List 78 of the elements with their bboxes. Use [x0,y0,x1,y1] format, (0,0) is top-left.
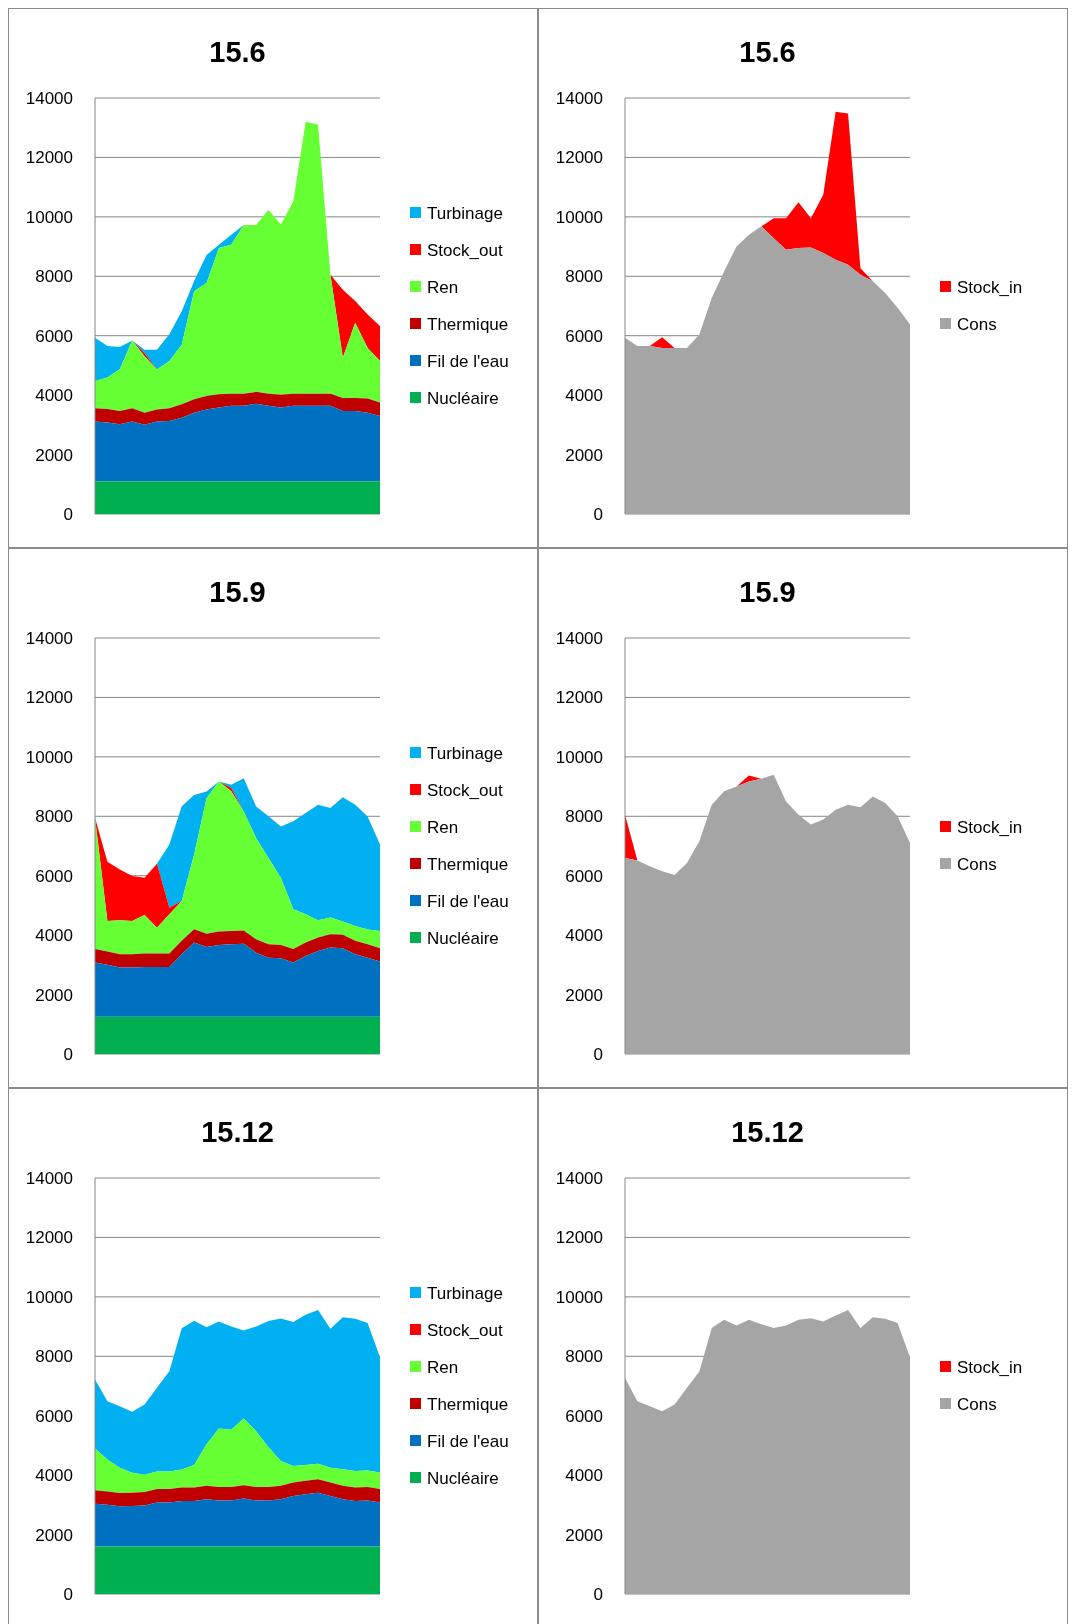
legend-label: Fil de l'eau [427,891,509,911]
y-tick-label: 8000 [35,807,73,827]
legend-label: Fil de l'eau [427,1431,509,1451]
y-tick-label: 4000 [35,926,73,946]
legend-label: Thermique [427,854,509,874]
y-tick-label: 12000 [25,688,73,708]
y-tick-label: 14000 [555,628,603,648]
y-tick-label: 12000 [25,1228,73,1248]
y-tick-label: 2000 [565,445,603,465]
y-tick-label: 0 [63,504,73,524]
y-tick-label: 4000 [35,1466,73,1486]
legend-label: Stock_out [427,780,503,800]
y-tick-label: 10000 [25,207,73,227]
legend-label: Thermique [427,1394,509,1414]
y-tick-label: 0 [593,504,603,524]
y-tick-label: 14000 [25,628,73,648]
legend-label: Stock_out [427,240,503,260]
chart-title: 15.9 [209,576,266,608]
y-tick-label: 8000 [565,807,603,827]
y-tick-label: 2000 [565,985,603,1005]
y-tick-label: 0 [63,1584,73,1604]
chart-title: 15.6 [739,36,796,68]
y-tick-label: 4000 [565,926,603,946]
legend-label: Thermique [427,314,509,334]
y-tick-label: 10000 [555,1287,603,1307]
y-tick-label: 6000 [565,866,603,886]
y-tick-label: 10000 [555,747,603,767]
y-tick-label: 0 [593,1584,603,1604]
y-tick-label: 8000 [35,267,73,287]
y-tick-label: 12000 [555,1228,603,1248]
legend-label: Nucléaire [427,388,499,408]
y-tick-label: 6000 [565,326,603,346]
y-tick-label: 6000 [35,1406,73,1426]
y-tick-label: 2000 [35,445,73,465]
legend-label: Stock_in [957,817,1023,837]
chart-title: 15.12 [201,1116,274,1148]
legend-label: Stock_in [957,1357,1023,1377]
legend-label: Cons [957,1394,997,1414]
y-tick-label: 6000 [565,1406,603,1426]
legend-label: Ren [427,1357,459,1377]
y-tick-label: 14000 [25,1168,73,1188]
y-tick-label: 8000 [565,267,603,287]
chart-title: 15.9 [739,576,796,608]
y-tick-label: 14000 [25,88,73,108]
y-tick-label: 8000 [565,1347,603,1367]
y-tick-label: 12000 [555,148,603,168]
y-tick-label: 8000 [35,1347,73,1367]
y-tick-label: 10000 [25,1287,73,1307]
y-tick-label: 0 [63,1044,73,1064]
y-tick-label: 12000 [555,688,603,708]
legend-label: Cons [957,854,997,874]
chart-title: 15.12 [731,1116,804,1148]
legend-label: Ren [427,817,459,837]
y-tick-label: 4000 [565,1466,603,1486]
legend-label: Turbinage [427,1283,503,1303]
y-tick-label: 6000 [35,866,73,886]
legend-label: Stock_in [957,277,1023,297]
y-tick-label: 0 [593,1044,603,1064]
legend-label: Nucléaire [427,1468,499,1488]
legend-label: Ren [427,277,459,297]
y-tick-label: 10000 [555,207,603,227]
legend-label: Turbinage [427,743,503,763]
y-tick-label: 4000 [565,386,603,406]
y-tick-label: 4000 [35,386,73,406]
y-tick-label: 10000 [25,747,73,767]
y-tick-label: 14000 [555,88,603,108]
legend-label: Stock_out [427,1320,503,1340]
chart-title: 15.6 [209,36,266,68]
legend-label: Turbinage [427,203,503,223]
y-tick-label: 2000 [35,1525,73,1545]
y-tick-label: 12000 [25,148,73,168]
legend-label: Nucléaire [427,928,499,948]
y-tick-label: 2000 [35,985,73,1005]
y-tick-label: 6000 [35,326,73,346]
legend-label: Fil de l'eau [427,351,509,371]
y-tick-label: 2000 [565,1525,603,1545]
legend-label: Cons [957,314,997,334]
y-tick-label: 14000 [555,1168,603,1188]
